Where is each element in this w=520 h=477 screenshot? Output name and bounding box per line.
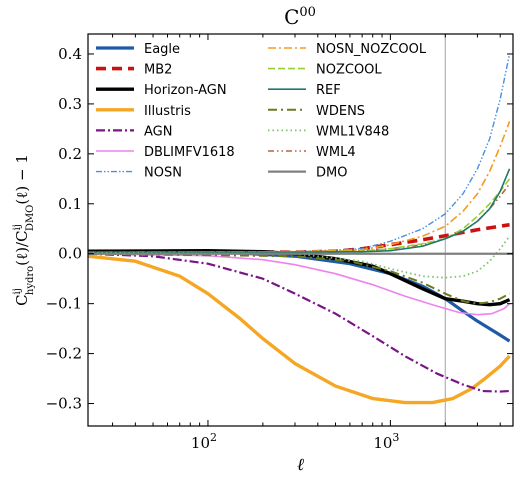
title-text: C00 [284,5,316,29]
legend-label-wdens: WDENS [316,104,365,119]
legend-label-wml1v848: WML1V848 [316,124,389,139]
series-lines [88,53,513,405]
x-tick-exponent: 3 [392,431,399,444]
legend-label-nozcool: NOZCOOL [316,63,382,78]
x-tick-base: 10 [191,434,210,452]
y-label-den-sub: DMO [25,205,36,231]
y-tick-label: 0.2 [58,145,82,163]
y-tick-label: −0.3 [46,395,82,413]
series-line-nosn-nozcool [88,121,511,254]
x-tick-label: 102 [191,431,217,452]
legend-label-ref: REF [316,83,341,98]
series-line-dblimfv1618 [88,252,511,316]
legend-label-dblimfv1618: DBLIMFV1618 [144,145,235,160]
y-label-c: C [13,294,31,305]
legend-label-agn: AGN [144,124,172,139]
y-axis-label: Cij hydro(ℓ)/Cij DMO(ℓ) − 1 [12,154,36,306]
y-tick-label: −0.2 [46,345,82,363]
y-tick-label: 0.1 [58,195,82,213]
x-axis-label: ℓ [297,455,304,475]
series-line-agn [88,252,510,393]
y-label-num-sub: hydro [25,266,36,295]
series-line-illustris [88,254,511,405]
x-tick-base: 10 [373,434,392,452]
chart-title: C00 [284,5,316,29]
legend: Eagle MB2 Horizon-AGN Illustris AGN DBLIMFV16… [96,42,427,181]
x-tick-exponent: 2 [210,431,217,444]
plot-frame [87,33,514,427]
y-tick-label: 0.3 [58,95,82,113]
x-tick-label: 103 [373,431,399,452]
legend-label-nosn-nozcool: NOSN_NOZCOOL [316,42,427,57]
legend-label-mb2: MB2 [144,63,172,78]
y-label-tail: (ℓ) − 1 [13,154,31,205]
legend-label-nosn: NOSN [144,166,182,181]
legend-label-horizon-agn: Horizon-AGN [144,83,227,98]
title-superscript: 00 [299,5,316,20]
series-line-wml4 [88,183,511,254]
series-line-wdens [88,252,511,305]
series-line-wml1v848 [88,235,511,279]
y-tick-label: 0.0 [58,245,82,263]
legend-label-dmo: DMO [316,166,347,181]
legend-label-wml4: WML4 [316,145,356,160]
y-label-den-sup: ij [12,224,23,230]
legend-label-eagle: Eagle [144,42,180,57]
legend-label-illustris: Illustris [144,104,191,119]
y-tick-label: 0.4 [58,45,82,63]
y-label-arg: (ℓ)/ [13,241,31,266]
y-label-c2: C [13,230,31,241]
y-label-num-sup: ij [12,288,23,294]
y-tick-label: −0.1 [46,295,82,313]
title-main: C [284,5,299,29]
series-line-ref [88,168,511,254]
